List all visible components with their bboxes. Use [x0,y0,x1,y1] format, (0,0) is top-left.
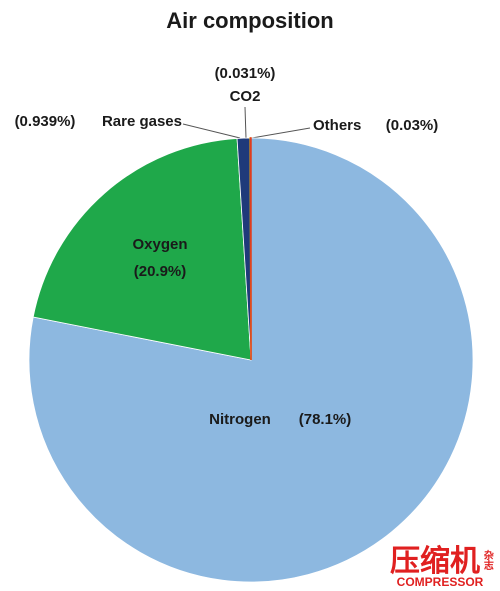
chart-title: Air composition [166,8,333,33]
category-label: Rare gases [102,113,182,130]
pie [28,137,474,583]
category-label: Oxygen [132,236,187,253]
value-label: (78.1%) [299,411,352,428]
leader-line [182,123,241,139]
value-label: (0.939%) [15,113,76,130]
watermark-brand: 压缩机 [390,545,480,578]
watermark-sub: COMPRESSOR [397,575,484,589]
category-label: Nitrogen [209,411,271,428]
value-label: (20.9%) [134,263,187,280]
leader-line [251,127,311,139]
pie-slice [32,138,252,361]
category-label: Others [313,117,361,134]
category-label: CO2 [230,88,261,105]
value-label: (0.03%) [386,117,439,134]
watermark-tag: 杂志 [481,549,493,571]
labels: Nitrogen (78.1%) Oxygen (20.9%) Rare gases (0… [15,65,439,428]
value-label: (0.031%) [215,65,276,82]
leader-lines [182,106,311,139]
leader-line [244,106,247,139]
